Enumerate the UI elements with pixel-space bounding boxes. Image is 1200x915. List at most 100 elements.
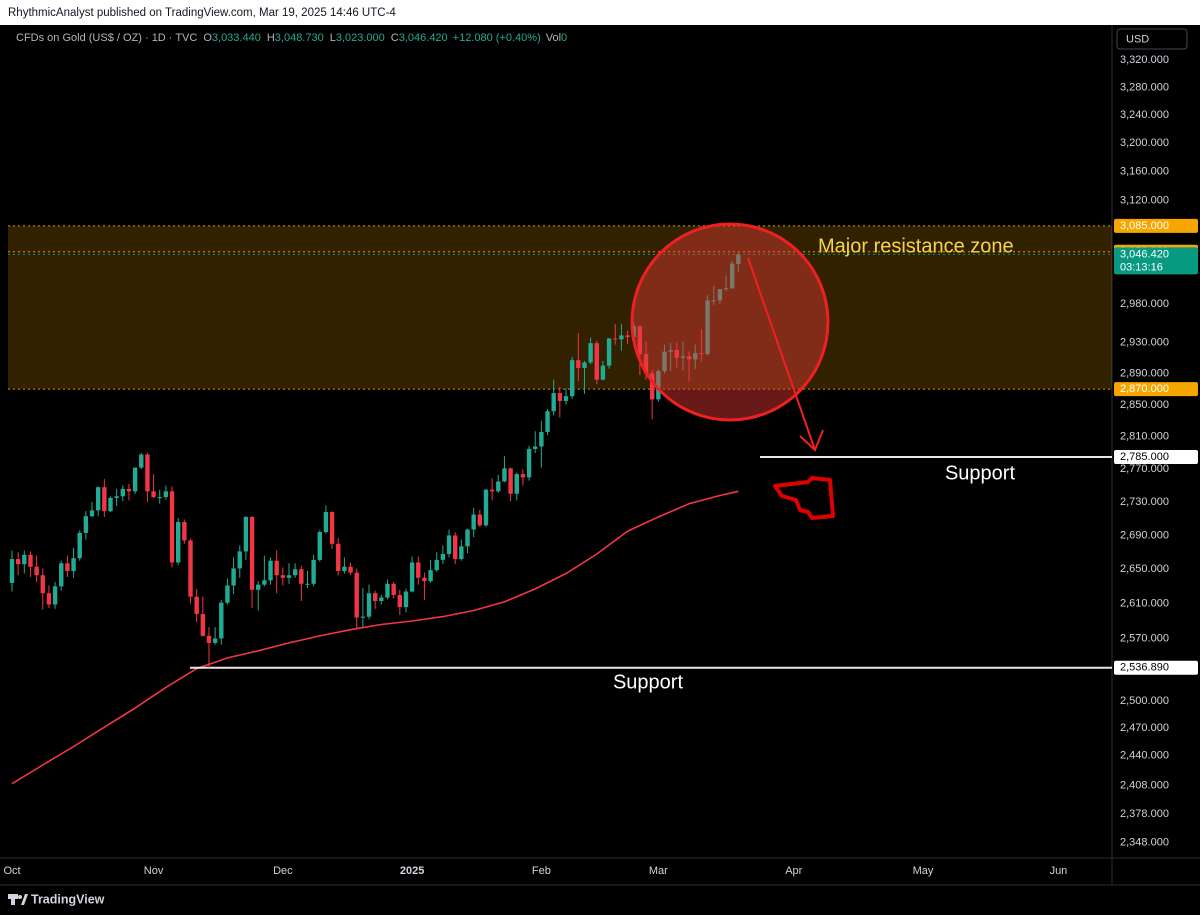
y-tick-label: 2,378.000	[1120, 808, 1169, 820]
price-badge-label: 2,536.890	[1120, 662, 1169, 674]
candle-body	[114, 496, 119, 498]
resistance-zone	[8, 225, 1112, 390]
candle-body	[231, 568, 236, 586]
x-tick-label: Oct	[3, 865, 20, 877]
candle-body	[643, 353, 649, 374]
currency-box[interactable]	[1116, 28, 1188, 50]
candle-body	[674, 350, 680, 358]
candle-body	[668, 350, 673, 352]
price-badge-label: 3,046.420	[1120, 248, 1169, 260]
price-badge	[1114, 660, 1198, 675]
candle-body	[299, 569, 304, 584]
level-text: Support	[945, 462, 1015, 484]
candle-body	[354, 572, 359, 618]
level-text: Support	[613, 671, 683, 693]
candle-body	[379, 597, 384, 602]
price-badge-label: 2,870.000	[1120, 383, 1169, 395]
price-badge	[1114, 247, 1198, 275]
x-tick-label: Feb	[532, 865, 551, 877]
candle-body	[471, 514, 476, 530]
candle-body	[323, 512, 329, 533]
candle-body	[34, 566, 39, 576]
candle-body	[59, 563, 64, 587]
y-tick-label: 2,810.000	[1120, 431, 1169, 443]
y-tick-label: 3,160.000	[1120, 166, 1169, 178]
candle-body	[89, 510, 95, 517]
candle-body	[182, 522, 187, 541]
candle-body	[680, 356, 686, 358]
countdown: 03:13:16	[1120, 261, 1163, 273]
publish-info: RhythmicAnalyst published on TradingView…	[8, 7, 396, 19]
candle-body	[65, 563, 70, 571]
x-tick-label: Jun	[1050, 865, 1068, 877]
candle-body	[723, 288, 729, 290]
candle-body	[249, 517, 255, 590]
legend-value: 0	[561, 32, 567, 44]
candle-body	[77, 532, 82, 559]
candle-body	[132, 467, 138, 492]
candle-body	[139, 454, 144, 468]
candle-body	[348, 566, 353, 573]
candle-body	[422, 577, 427, 582]
candle-body	[145, 454, 150, 492]
candle-body	[613, 338, 618, 340]
candle-body	[9, 559, 15, 583]
y-tick-label: 2,980.000	[1120, 298, 1169, 310]
candle-body	[569, 360, 575, 397]
candle-body	[656, 371, 661, 400]
price-badge	[1114, 382, 1198, 397]
y-tick-label: 2,890.000	[1120, 367, 1169, 379]
candle-body	[459, 546, 464, 560]
candle-body	[46, 593, 52, 605]
candle-body	[619, 335, 624, 340]
candle-body	[705, 300, 710, 354]
candle-body	[717, 289, 723, 301]
candle-body	[600, 365, 606, 380]
y-tick-label: 2,440.000	[1120, 750, 1169, 762]
candle-body	[606, 338, 612, 366]
candle-body	[286, 575, 292, 578]
currency[interactable]: USD	[1126, 33, 1149, 45]
candle-body	[212, 638, 218, 643]
x-tick-label: May	[913, 865, 934, 877]
y-tick-label: 2,348.000	[1120, 836, 1169, 848]
candle-body	[360, 616, 366, 618]
legend-key: L	[330, 32, 336, 44]
candle-body	[582, 362, 587, 368]
candle-body	[391, 583, 396, 595]
plot-area	[8, 225, 1112, 785]
candle-body	[736, 254, 741, 265]
x-tick-label: 2025	[400, 865, 424, 877]
candle-body	[557, 393, 563, 401]
y-tick-label: 3,240.000	[1120, 109, 1169, 121]
candle-body	[120, 488, 126, 497]
x-tick-label: Apr	[785, 865, 802, 877]
price-badge	[1114, 450, 1198, 465]
candle-body	[71, 558, 76, 571]
y-tick-label: 2,850.000	[1120, 399, 1169, 411]
price-badge-label: 3,085.000	[1120, 220, 1169, 232]
legend-value: 3,023.000	[336, 32, 385, 44]
candle-body	[434, 559, 439, 571]
candle-body	[256, 584, 261, 590]
candle-body	[514, 474, 519, 494]
candle-body	[126, 488, 132, 492]
candle-body	[508, 468, 513, 494]
arrow	[747, 257, 824, 452]
candle-body	[40, 575, 45, 594]
candle-body	[625, 335, 630, 337]
price-badge-label: 2,785.000	[1120, 451, 1169, 463]
candle-body	[533, 446, 538, 449]
candle-body	[102, 487, 107, 512]
legend-value: 3,033.440	[212, 32, 261, 44]
candle-body	[188, 540, 193, 597]
candle-body	[502, 468, 507, 482]
candle-body	[262, 580, 267, 585]
candle-body	[274, 560, 279, 576]
y-tick-label: 2,470.000	[1120, 722, 1169, 734]
y-tick-label: 2,770.000	[1120, 463, 1169, 475]
hand-icon	[773, 476, 835, 520]
candle-body	[563, 396, 569, 401]
